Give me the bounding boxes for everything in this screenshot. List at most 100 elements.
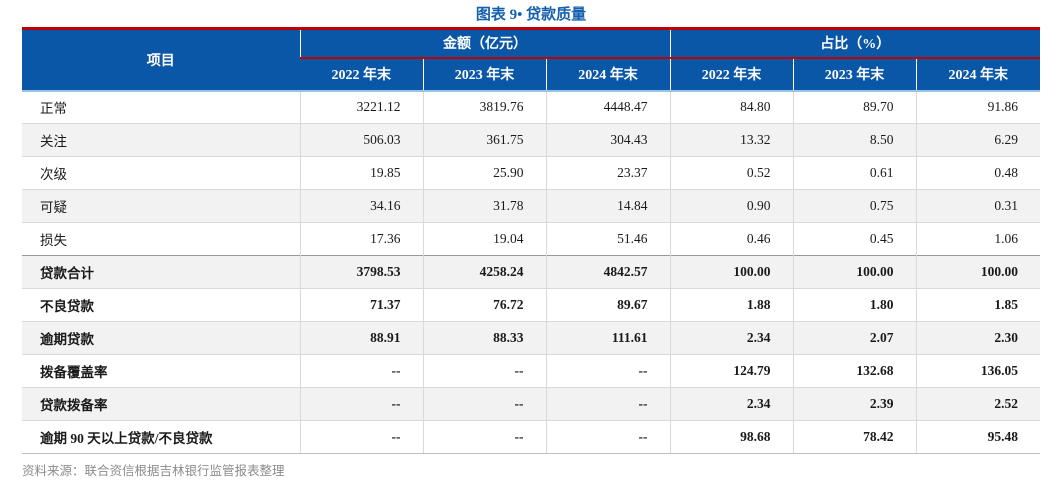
- cell: 8.50: [792, 123, 917, 157]
- cell: 19.85: [299, 156, 423, 190]
- cell: 2.30: [915, 321, 1041, 355]
- cell: 4258.24: [422, 255, 546, 289]
- row-label: 逾期 90 天以上贷款/不良贷款: [22, 420, 300, 454]
- row-label: 拨备覆盖率: [22, 354, 300, 388]
- cell: 88.33: [422, 321, 546, 355]
- cell: 95.48: [915, 420, 1041, 454]
- cell: --: [299, 420, 423, 454]
- col-header-ratio-2022: 2022 年末: [669, 57, 794, 92]
- group-header-ratio: 占比（%）: [669, 28, 1041, 59]
- cell: 71.37: [299, 288, 423, 322]
- cell: 31.78: [422, 189, 546, 223]
- cell: 1.85: [915, 288, 1041, 322]
- table-row-watch: 关注 506.03 361.75 304.43 13.32 8.50 6.29: [22, 123, 1041, 157]
- cell: 1.88: [669, 288, 794, 322]
- cell: 136.05: [915, 354, 1041, 388]
- cell: 17.36: [299, 222, 423, 256]
- cell: 0.46: [669, 222, 794, 256]
- cell: 0.61: [792, 156, 917, 190]
- row-label: 贷款合计: [22, 255, 300, 289]
- table-row-doubtful: 可疑 34.16 31.78 14.84 0.90 0.75 0.31: [22, 189, 1041, 223]
- cell: --: [299, 387, 423, 421]
- row-label: 次级: [22, 156, 300, 190]
- table-row-overdue90-to-npl: 逾期 90 天以上贷款/不良贷款 -- -- -- 98.68 78.42 95…: [22, 420, 1041, 454]
- cell: 3798.53: [299, 255, 423, 289]
- cell: 100.00: [792, 255, 917, 289]
- cell: 98.68: [669, 420, 794, 454]
- cell: --: [545, 420, 671, 454]
- cell: 51.46: [545, 222, 671, 256]
- table-row-npl: 不良贷款 71.37 76.72 89.67 1.88 1.80 1.85: [22, 288, 1041, 322]
- cell: 2.52: [915, 387, 1041, 421]
- cell: 304.43: [545, 123, 671, 157]
- cell: 100.00: [669, 255, 794, 289]
- cell: 0.90: [669, 189, 794, 223]
- cell: --: [545, 387, 671, 421]
- cell: 84.80: [669, 90, 794, 124]
- cell: 0.45: [792, 222, 917, 256]
- row-label: 贷款拨备率: [22, 387, 300, 421]
- cell: --: [299, 354, 423, 388]
- col-header-ratio-2023: 2023 年末: [792, 57, 917, 92]
- cell: --: [422, 387, 546, 421]
- table-row-normal: 正常 3221.12 3819.76 4448.47 84.80 89.70 9…: [22, 90, 1041, 124]
- loan-quality-table-wrap: 项目 金额（亿元） 占比（%） 2022 年末 2023 年末 2024 年末 …: [22, 27, 1041, 454]
- cell: 78.42: [792, 420, 917, 454]
- table-body: 正常 3221.12 3819.76 4448.47 84.80 89.70 9…: [22, 90, 1041, 454]
- table-row-loss: 损失 17.36 19.04 51.46 0.46 0.45 1.06: [22, 222, 1041, 256]
- cell: 19.04: [422, 222, 546, 256]
- cell: 2.39: [792, 387, 917, 421]
- row-label: 正常: [40, 101, 67, 117]
- col-header-amount-2022: 2022 年末: [300, 57, 423, 92]
- cell: 132.68: [792, 354, 917, 388]
- cell: 100.00: [915, 255, 1041, 289]
- cell: --: [545, 354, 671, 388]
- col-header-amount-2023: 2023 年末: [422, 57, 546, 92]
- cell: 89.70: [792, 90, 917, 124]
- table-row-provision-coverage: 拨备覆盖率 -- -- -- 124.79 132.68 136.05: [22, 354, 1041, 388]
- row-label: 逾期贷款: [22, 321, 300, 355]
- cell: 13.32: [669, 123, 794, 157]
- cell: 0.31: [915, 189, 1041, 223]
- cell: 23.37: [545, 156, 671, 190]
- cell: 4842.57: [545, 255, 671, 289]
- cell: --: [422, 420, 546, 454]
- cell: 1.06: [915, 222, 1041, 256]
- col-header-amount-2024: 2024 年末: [545, 57, 671, 92]
- row-label: 可疑: [22, 189, 300, 223]
- group-header-amount: 金额（亿元）: [299, 28, 671, 59]
- loan-quality-table: 项目 金额（亿元） 占比（%） 2022 年末 2023 年末 2024 年末 …: [22, 27, 1041, 454]
- table-row-substandard: 次级 19.85 25.90 23.37 0.52 0.61 0.48: [22, 156, 1041, 190]
- cell: 89.67: [545, 288, 671, 322]
- year-header-row: 2022 年末 2023 年末 2024 年末 2022 年末 2023 年末 …: [22, 57, 1041, 92]
- cell: 3819.76: [422, 90, 546, 124]
- cell: 34.16: [299, 189, 423, 223]
- cell: 111.61: [545, 321, 671, 355]
- cell: 2.07: [792, 321, 917, 355]
- cell: 0.48: [915, 156, 1041, 190]
- cell: 3221.12: [299, 90, 423, 124]
- cell: 76.72: [422, 288, 546, 322]
- table-row-provision-ratio: 贷款拨备率 -- -- -- 2.34 2.39 2.52: [22, 387, 1041, 421]
- cell: 361.75: [422, 123, 546, 157]
- cell: 6.29: [915, 123, 1041, 157]
- cell: 2.34: [669, 387, 794, 421]
- table-row-loan-total: 贷款合计 3798.53 4258.24 4842.57 100.00 100.…: [22, 255, 1041, 289]
- cell: 2.34: [669, 321, 794, 355]
- col-header-item: 项目: [22, 28, 300, 92]
- cell: 88.91: [299, 321, 423, 355]
- table-row-overdue: 逾期贷款 88.91 88.33 111.61 2.34 2.07 2.30: [22, 321, 1041, 355]
- source-note: 资料来源：联合资信根据吉林银行监管报表整理: [22, 464, 285, 478]
- col-header-ratio-2024: 2024 年末: [915, 57, 1041, 92]
- figure-title: 图表 9• 贷款质量: [475, 7, 587, 23]
- row-label: 不良贷款: [22, 288, 300, 322]
- cell: 124.79: [669, 354, 794, 388]
- cell: 4448.47: [545, 90, 671, 124]
- group-header-row: 项目 金额（亿元） 占比（%）: [22, 28, 1041, 92]
- cell: 0.52: [669, 156, 794, 190]
- cell: 1.80: [792, 288, 917, 322]
- row-label: 损失: [22, 222, 300, 256]
- cell: 25.90: [422, 156, 546, 190]
- row-label: 关注: [22, 123, 300, 157]
- cell: 14.84: [545, 189, 671, 223]
